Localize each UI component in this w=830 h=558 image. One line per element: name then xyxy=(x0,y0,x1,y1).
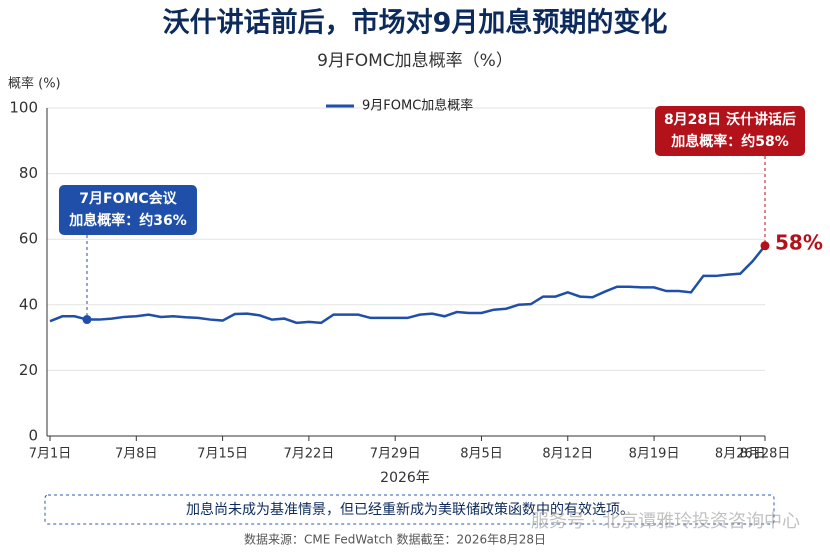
x-tick-label: 7月15日 xyxy=(197,447,248,462)
y-tick-label: 60 xyxy=(19,230,38,248)
data-label: 58% xyxy=(775,230,823,254)
x-tick-label: 7月29日 xyxy=(370,447,421,462)
annotation-text: 加息概率：约58% xyxy=(670,133,789,150)
x-tick-label: 7月8日 xyxy=(115,447,158,462)
annotation-text: 7月FOMC会议 xyxy=(79,190,177,207)
line xyxy=(49,244,766,325)
y-tick-label: 20 xyxy=(19,361,38,379)
legend-label: 9月FOMC加息概率 xyxy=(362,98,473,114)
x-tick-label: 8月5日 xyxy=(460,447,503,462)
watermark: 服务号 · 北京谭雅玲投资咨询中心 xyxy=(531,511,800,532)
chart-subtitle: 9月FOMC加息概率（%） xyxy=(317,51,513,71)
note: 加息尚未成为基准情景，但已经重新成为美联储政策函数中的有效选项。 xyxy=(186,501,634,518)
y-tick-label: 100 xyxy=(9,99,38,117)
annotation-text: 加息概率：约36% xyxy=(68,212,187,229)
y-tick-label: 80 xyxy=(19,164,38,182)
source: 数据来源：CME FedWatch 数据截至：2026年8月28日 xyxy=(244,532,546,547)
x-axis-label: 2026年 xyxy=(380,470,430,486)
y-tick-label: 0 xyxy=(28,427,38,445)
y-tick-label: 40 xyxy=(19,295,38,313)
x-tick-label: 8月26日 xyxy=(715,447,766,462)
annotation-point xyxy=(760,241,770,251)
annotation-box xyxy=(655,106,805,156)
note-box xyxy=(44,494,775,525)
x-tick-label: 8月19日 xyxy=(629,447,680,462)
annotation-box xyxy=(58,185,197,235)
x-tick-label: 8月28日 xyxy=(740,447,791,462)
x-tick-label: 7月22日 xyxy=(283,447,334,462)
annotation-text: 8月28日 沃什讲话后 xyxy=(664,111,796,128)
x-tick-label: 8月12日 xyxy=(542,447,593,462)
y-axis-label: 概率 (%) xyxy=(8,76,61,92)
x-tick-label: 7月1日 xyxy=(29,447,72,462)
chart-title: 沃什讲话前后，市场对9月加息预期的变化 xyxy=(163,7,668,39)
annotation-point xyxy=(82,315,92,325)
